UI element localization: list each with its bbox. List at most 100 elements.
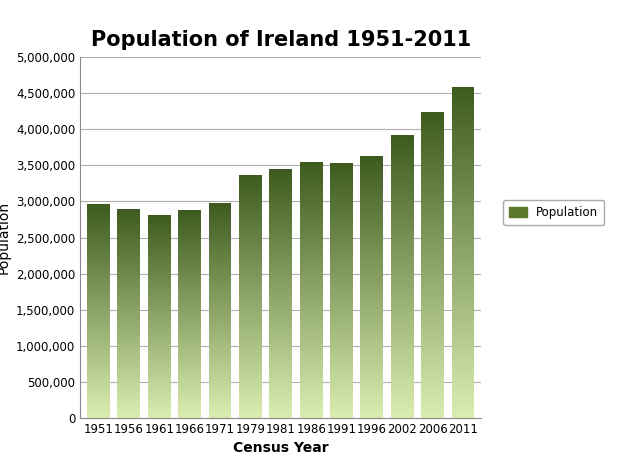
Bar (391, 188, 413, 189)
Bar (239, 278, 262, 279)
Bar (452, 340, 474, 342)
Bar (209, 283, 231, 284)
Bar (300, 401, 323, 403)
Bar (117, 290, 140, 291)
Bar (117, 381, 140, 382)
Bar (330, 390, 353, 391)
Bar (239, 190, 262, 192)
X-axis label: Census Year: Census Year (233, 441, 328, 456)
Bar (360, 173, 383, 174)
Bar (391, 158, 413, 159)
Bar (178, 351, 201, 352)
Bar (391, 386, 413, 387)
Bar (117, 295, 140, 297)
Bar (178, 312, 201, 313)
Bar (148, 229, 170, 230)
Bar (178, 368, 201, 369)
Bar (360, 413, 383, 414)
Bar (148, 272, 170, 273)
Bar (270, 196, 292, 197)
Bar (330, 217, 353, 218)
Bar (148, 409, 170, 410)
Bar (148, 297, 170, 298)
Bar (270, 326, 292, 327)
Bar (148, 293, 170, 294)
Bar (148, 236, 170, 237)
Bar (87, 282, 110, 284)
Bar (452, 229, 474, 231)
Bar (330, 261, 353, 263)
Bar (452, 410, 474, 411)
Bar (239, 237, 262, 238)
Bar (330, 389, 353, 390)
Bar (178, 338, 201, 339)
Bar (117, 341, 140, 342)
Bar (209, 252, 231, 254)
Bar (117, 314, 140, 315)
Bar (239, 231, 262, 232)
Bar (330, 370, 353, 371)
Bar (360, 172, 383, 173)
Bar (270, 333, 292, 335)
Bar (330, 221, 353, 222)
Bar (270, 273, 292, 274)
Bar (239, 303, 262, 304)
Bar (117, 358, 140, 360)
Bar (148, 285, 170, 286)
Bar (421, 158, 444, 160)
Bar (148, 374, 170, 375)
Bar (239, 185, 262, 186)
Bar (239, 309, 262, 310)
Bar (87, 386, 110, 387)
Bar (330, 373, 353, 375)
Bar (270, 239, 292, 240)
Bar (300, 218, 323, 220)
Bar (452, 347, 474, 349)
Bar (209, 270, 231, 271)
Bar (452, 136, 474, 138)
Bar (421, 314, 444, 315)
Bar (330, 197, 353, 198)
Bar (87, 403, 110, 404)
Bar (452, 390, 474, 391)
Bar (391, 176, 413, 178)
Bar (209, 245, 231, 246)
Bar (330, 259, 353, 260)
Bar (270, 406, 292, 407)
Bar (360, 193, 383, 194)
Bar (452, 174, 474, 176)
Bar (148, 234, 170, 235)
Bar (148, 401, 170, 402)
Bar (391, 291, 413, 292)
Bar (421, 409, 444, 410)
Bar (360, 402, 383, 404)
Bar (330, 175, 353, 176)
Bar (421, 165, 444, 167)
Bar (360, 409, 383, 410)
Bar (360, 165, 383, 167)
Bar (87, 320, 110, 321)
Bar (87, 273, 110, 274)
Bar (117, 267, 140, 268)
Bar (330, 216, 353, 217)
Bar (239, 325, 262, 327)
Bar (209, 219, 231, 220)
Bar (360, 160, 383, 162)
Bar (209, 218, 231, 219)
Bar (209, 344, 231, 345)
Bar (270, 378, 292, 380)
Bar (148, 357, 170, 358)
Bar (330, 328, 353, 329)
Bar (452, 118, 474, 120)
Bar (270, 300, 292, 301)
Bar (421, 248, 444, 250)
Bar (421, 264, 444, 265)
Bar (270, 367, 292, 368)
Bar (178, 321, 201, 322)
Bar (87, 226, 110, 227)
Bar (209, 300, 231, 301)
Bar (209, 391, 231, 392)
Bar (178, 265, 201, 266)
Bar (391, 336, 413, 337)
Bar (239, 408, 262, 409)
